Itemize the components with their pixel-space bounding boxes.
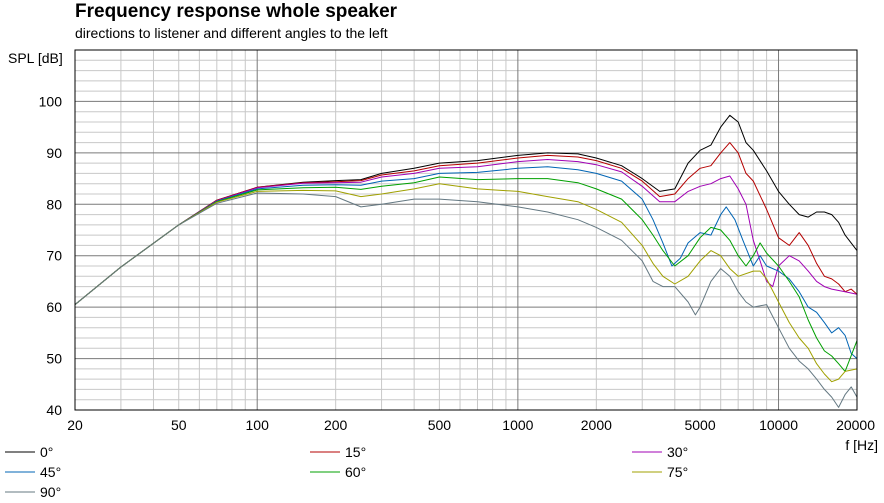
y-tick-label: 80 xyxy=(46,196,62,212)
series-line-4 xyxy=(74,176,858,372)
x-tick-label: 50 xyxy=(171,417,187,433)
y-tick-label: 50 xyxy=(46,351,62,367)
series-line-2 xyxy=(74,159,858,305)
series-line-0 xyxy=(74,114,858,305)
x-axis-label: f [Hz] xyxy=(845,437,878,453)
series-line-5 xyxy=(74,183,858,383)
legend: 0° 15° 30° 45° 60° 75° 90° xyxy=(5,444,688,500)
minor-gridlines xyxy=(74,50,858,410)
y-axis-label: SPL [dB] xyxy=(8,50,63,66)
x-tick-label: 200 xyxy=(324,417,348,433)
legend-item: 30° xyxy=(632,444,688,460)
y-tick-label: 90 xyxy=(46,145,62,161)
x-tick-label: 10000 xyxy=(759,417,798,433)
legend-label: 60° xyxy=(345,464,366,480)
chart-title: Frequency response whole speaker xyxy=(75,1,398,22)
legend-item: 60° xyxy=(310,464,366,480)
x-tick-label: 100 xyxy=(246,417,270,433)
legend-label: 15° xyxy=(345,444,366,460)
series-line-6 xyxy=(74,192,858,408)
legend-label: 45° xyxy=(40,464,61,480)
legend-item: 15° xyxy=(310,444,366,460)
y-tick-label: 100 xyxy=(39,93,63,109)
y-tick-label: 70 xyxy=(46,248,62,264)
major-gridlines xyxy=(75,49,857,411)
legend-label: 90° xyxy=(40,484,61,500)
legend-item: 45° xyxy=(5,464,61,480)
x-tick-label: 20 xyxy=(67,417,83,433)
x-tick-label: 2000 xyxy=(581,417,612,433)
legend-label: 75° xyxy=(667,464,688,480)
legend-item: 75° xyxy=(632,464,688,480)
series-line-3 xyxy=(74,166,858,359)
legend-label: 0° xyxy=(40,444,53,460)
series-line-1 xyxy=(74,142,858,305)
x-tick-label: 500 xyxy=(428,417,452,433)
y-tick-labels: 40 50 60 70 80 90 100 xyxy=(39,93,63,418)
y-tick-label: 40 xyxy=(46,402,62,418)
legend-label: 30° xyxy=(667,444,688,460)
x-tick-label: 1000 xyxy=(502,417,533,433)
x-tick-label: 20000 xyxy=(836,417,875,433)
x-tick-label: 5000 xyxy=(684,417,715,433)
x-tick-labels: 20 50 100 200 500 1000 2000 5000 10000 20000 xyxy=(67,417,875,433)
series-lines xyxy=(74,114,858,408)
plot-border xyxy=(74,49,858,411)
legend-item: 0° xyxy=(5,444,53,460)
chart-subtitle: directions to listener and different ang… xyxy=(75,25,388,41)
y-tick-label: 60 xyxy=(46,299,62,315)
legend-item: 90° xyxy=(5,484,61,500)
